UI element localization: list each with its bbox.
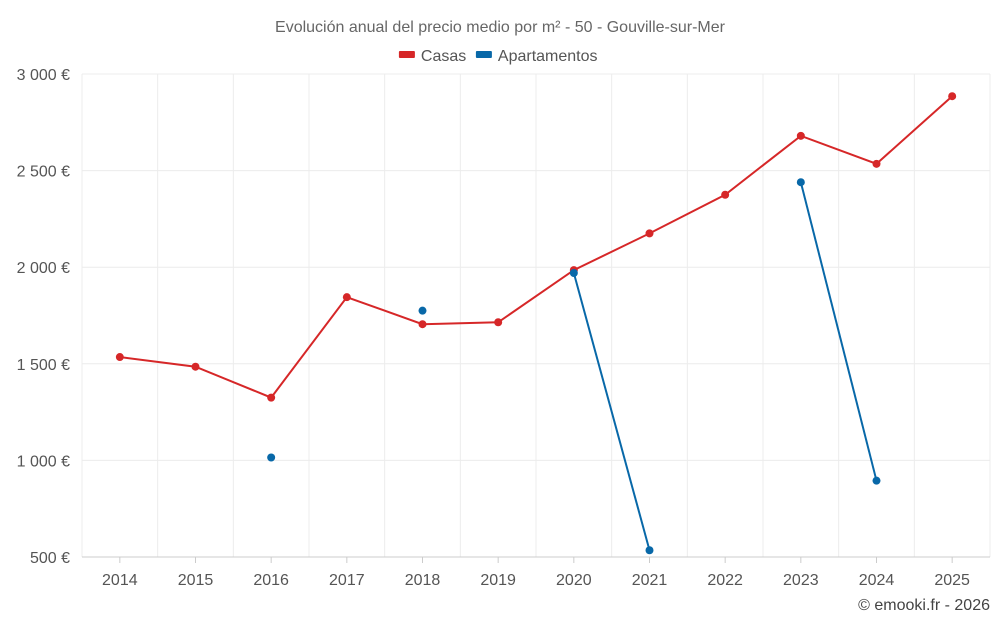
legend-item-casas[interactable]: Casas — [398, 48, 466, 65]
x-tick-label: 2025 — [934, 572, 970, 589]
legend-item-apartamentos[interactable]: Apartamentos — [475, 48, 598, 65]
series-layer — [115, 92, 957, 555]
chart-credit: © emooki.fr - 2026 — [858, 597, 990, 614]
y-tick-label: 2 500 € — [17, 164, 70, 181]
x-tick-label: 2014 — [102, 572, 138, 589]
legend-swatch-apartamentos — [475, 51, 492, 58]
x-tick-label: 2023 — [783, 572, 819, 589]
chart-title: Evolución anual del precio medio por m² … — [275, 19, 726, 36]
legend-swatch-casas — [398, 51, 415, 58]
x-tick-label: 2024 — [859, 572, 895, 589]
axis-layer: 500 € 1 000 € 1 500 € 2 000 € 2 500 € 3 000 €… — [17, 67, 990, 589]
data-point-casas[interactable] — [721, 190, 730, 199]
legend[interactable]: Casas Apartamentos — [398, 48, 598, 65]
x-tick-label: 2015 — [178, 572, 214, 589]
y-tick-label: 1 500 € — [17, 357, 70, 374]
y-tick-label: 3 000 € — [17, 67, 70, 84]
data-point-casas[interactable] — [191, 362, 200, 371]
data-point-apartamentos[interactable] — [872, 476, 881, 485]
data-point-casas[interactable] — [796, 131, 805, 140]
data-point-casas[interactable] — [494, 318, 503, 327]
data-point-apartamentos[interactable] — [569, 268, 578, 277]
x-tick-label: 2021 — [632, 572, 668, 589]
x-tick-label: 2022 — [707, 572, 743, 589]
series-line-casas — [119, 95, 953, 399]
series-line-apartamentos — [572, 272, 651, 551]
data-point-casas[interactable] — [115, 353, 124, 362]
data-point-apartamentos[interactable] — [267, 453, 276, 462]
data-point-casas[interactable] — [948, 92, 957, 101]
x-tick-label: 2019 — [480, 572, 516, 589]
legend-label-apartamentos: Apartamentos — [498, 48, 598, 65]
data-point-apartamentos[interactable] — [645, 546, 654, 555]
data-point-casas[interactable] — [645, 229, 654, 238]
x-tick-label: 2017 — [329, 572, 365, 589]
legend-label-casas: Casas — [421, 48, 466, 65]
data-point-casas[interactable] — [267, 393, 276, 402]
x-tick-label: 2016 — [253, 572, 289, 589]
series-line-apartamentos — [799, 181, 878, 481]
grid-layer — [81, 73, 991, 558]
data-point-casas[interactable] — [342, 293, 351, 302]
data-point-casas[interactable] — [872, 159, 881, 168]
x-tick-label: 2018 — [405, 572, 441, 589]
y-tick-label: 2 000 € — [17, 260, 70, 277]
y-tick-label: 500 € — [30, 550, 70, 567]
data-point-casas[interactable] — [418, 320, 427, 329]
y-tick-label: 1 000 € — [17, 453, 70, 470]
data-point-apartamentos[interactable] — [796, 178, 805, 187]
x-tick-label: 2020 — [556, 572, 592, 589]
data-point-apartamentos[interactable] — [418, 306, 427, 315]
